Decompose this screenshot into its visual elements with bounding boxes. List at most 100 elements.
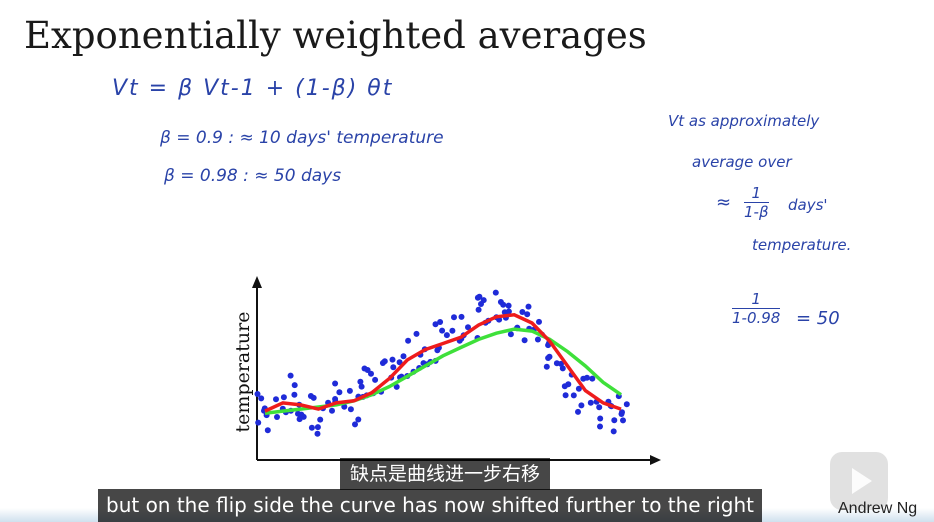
- scatter-point: [308, 424, 315, 431]
- scatter-point: [492, 289, 499, 296]
- scatter-point: [314, 430, 321, 437]
- scatter-point: [575, 385, 582, 392]
- scatter-point: [405, 337, 412, 344]
- scatter-point: [346, 387, 353, 394]
- fraction-numerator: 1: [744, 184, 769, 203]
- scatter-point: [287, 372, 294, 379]
- scatter-point: [597, 423, 603, 430]
- scatter-point: [296, 416, 303, 423]
- scatter-point: [254, 391, 261, 397]
- scatter-point: [355, 416, 362, 423]
- scatter-point: [255, 419, 262, 426]
- scatter-point: [570, 392, 577, 399]
- scatter-point: [620, 417, 626, 424]
- temperature-chart: temperature: [232, 276, 661, 465]
- chinese-subtitle: 缺点是曲线进一步右移: [340, 458, 551, 490]
- fraction-one-over-one-minus-beta: 1 1-β: [744, 184, 769, 221]
- scatter-point: [524, 311, 531, 318]
- scatter-point: [597, 415, 604, 422]
- scatter-point: [623, 401, 630, 408]
- equals-fifty: = 50: [796, 308, 840, 329]
- scatter-point: [274, 414, 280, 420]
- scatter-point: [437, 319, 444, 325]
- scatter-point: [618, 411, 625, 417]
- fraction-denominator-2: 1-0.98: [732, 309, 781, 327]
- scatter-point: [432, 321, 439, 328]
- scatter-point: [578, 402, 585, 409]
- scatter-point: [596, 404, 603, 411]
- scatter-point: [449, 327, 456, 334]
- scatter-point: [536, 318, 542, 325]
- scatter-point: [507, 331, 514, 338]
- scatter-point: [525, 303, 532, 310]
- scatter-point: [587, 399, 594, 406]
- scatter-point: [465, 324, 471, 331]
- scatter-point: [310, 394, 317, 401]
- scatter-point: [381, 358, 388, 365]
- scatter-points: [254, 289, 630, 437]
- slide-title: Exponentially weighted averages: [24, 14, 647, 57]
- scatter-point: [534, 336, 541, 343]
- scatter-point: [400, 353, 407, 360]
- scatter-point: [439, 327, 446, 334]
- ewa-equation: Vt = β Vt-1 + (1-β) θt: [112, 76, 394, 101]
- fraction-denominator: 1-β: [744, 203, 769, 221]
- scatter-point: [561, 383, 568, 390]
- scatter-point: [336, 389, 343, 396]
- scatter-point: [393, 383, 400, 390]
- scatter-point: [413, 330, 420, 337]
- scatter-point: [519, 309, 526, 315]
- scatter-point: [258, 395, 265, 402]
- scatter-point: [562, 392, 569, 399]
- scatter-point: [610, 428, 617, 435]
- scatter-point: [478, 301, 484, 307]
- scatter-point: [389, 356, 396, 363]
- scatter-point: [264, 427, 271, 434]
- red-average-line: [264, 313, 622, 413]
- scatter-point: [434, 347, 441, 354]
- beta-line-2: β = 0.98 : ≈ 50 days: [164, 166, 342, 186]
- scatter-point: [559, 365, 566, 372]
- scatter-point: [396, 359, 403, 366]
- author-watermark: Andrew Ng: [838, 500, 918, 517]
- scatter-point: [273, 396, 279, 403]
- x-axis-arrow: [650, 455, 661, 465]
- scatter-point: [361, 365, 368, 372]
- english-subtitle: but on the flip side the curve has now s…: [98, 489, 762, 522]
- scatter-point: [500, 301, 507, 308]
- scatter-point: [584, 374, 590, 381]
- scatter-point: [291, 391, 298, 398]
- scatter-point: [505, 308, 512, 315]
- note-line-1: Vt as approximately: [668, 112, 820, 130]
- beta-line-1: β = 0.9 : ≈ 10 days' temperature: [160, 128, 444, 148]
- play-button[interactable]: [830, 452, 888, 510]
- scatter-point: [347, 406, 354, 413]
- scatter-point: [372, 376, 379, 383]
- temperature-label: temperature.: [752, 236, 852, 254]
- scatter-point: [314, 424, 321, 431]
- scatter-point: [451, 314, 457, 321]
- y-axis-arrow: [252, 276, 262, 288]
- scatter-point: [475, 306, 482, 313]
- scatter-point: [443, 332, 450, 339]
- scatter-point: [368, 370, 374, 377]
- scatter-point: [317, 416, 324, 423]
- scatter-point: [291, 382, 298, 389]
- scatter-point: [458, 313, 465, 320]
- play-icon: [852, 468, 872, 494]
- scatter-point: [505, 302, 512, 309]
- scatter-point: [295, 410, 301, 417]
- scatter-point: [332, 380, 339, 387]
- days-label: days': [788, 196, 828, 214]
- y-axis-label: temperature: [232, 312, 254, 433]
- note-line-2: average over: [692, 153, 792, 171]
- scatter-point: [358, 383, 365, 390]
- fraction-one-over-one-minus-098: 1 1-0.98: [732, 290, 781, 327]
- scatter-point: [329, 407, 335, 414]
- scatter-point: [521, 337, 528, 344]
- scatter-point: [280, 394, 287, 401]
- scatter-point: [543, 363, 550, 370]
- scatter-point: [341, 403, 348, 410]
- scatter-point: [589, 375, 596, 382]
